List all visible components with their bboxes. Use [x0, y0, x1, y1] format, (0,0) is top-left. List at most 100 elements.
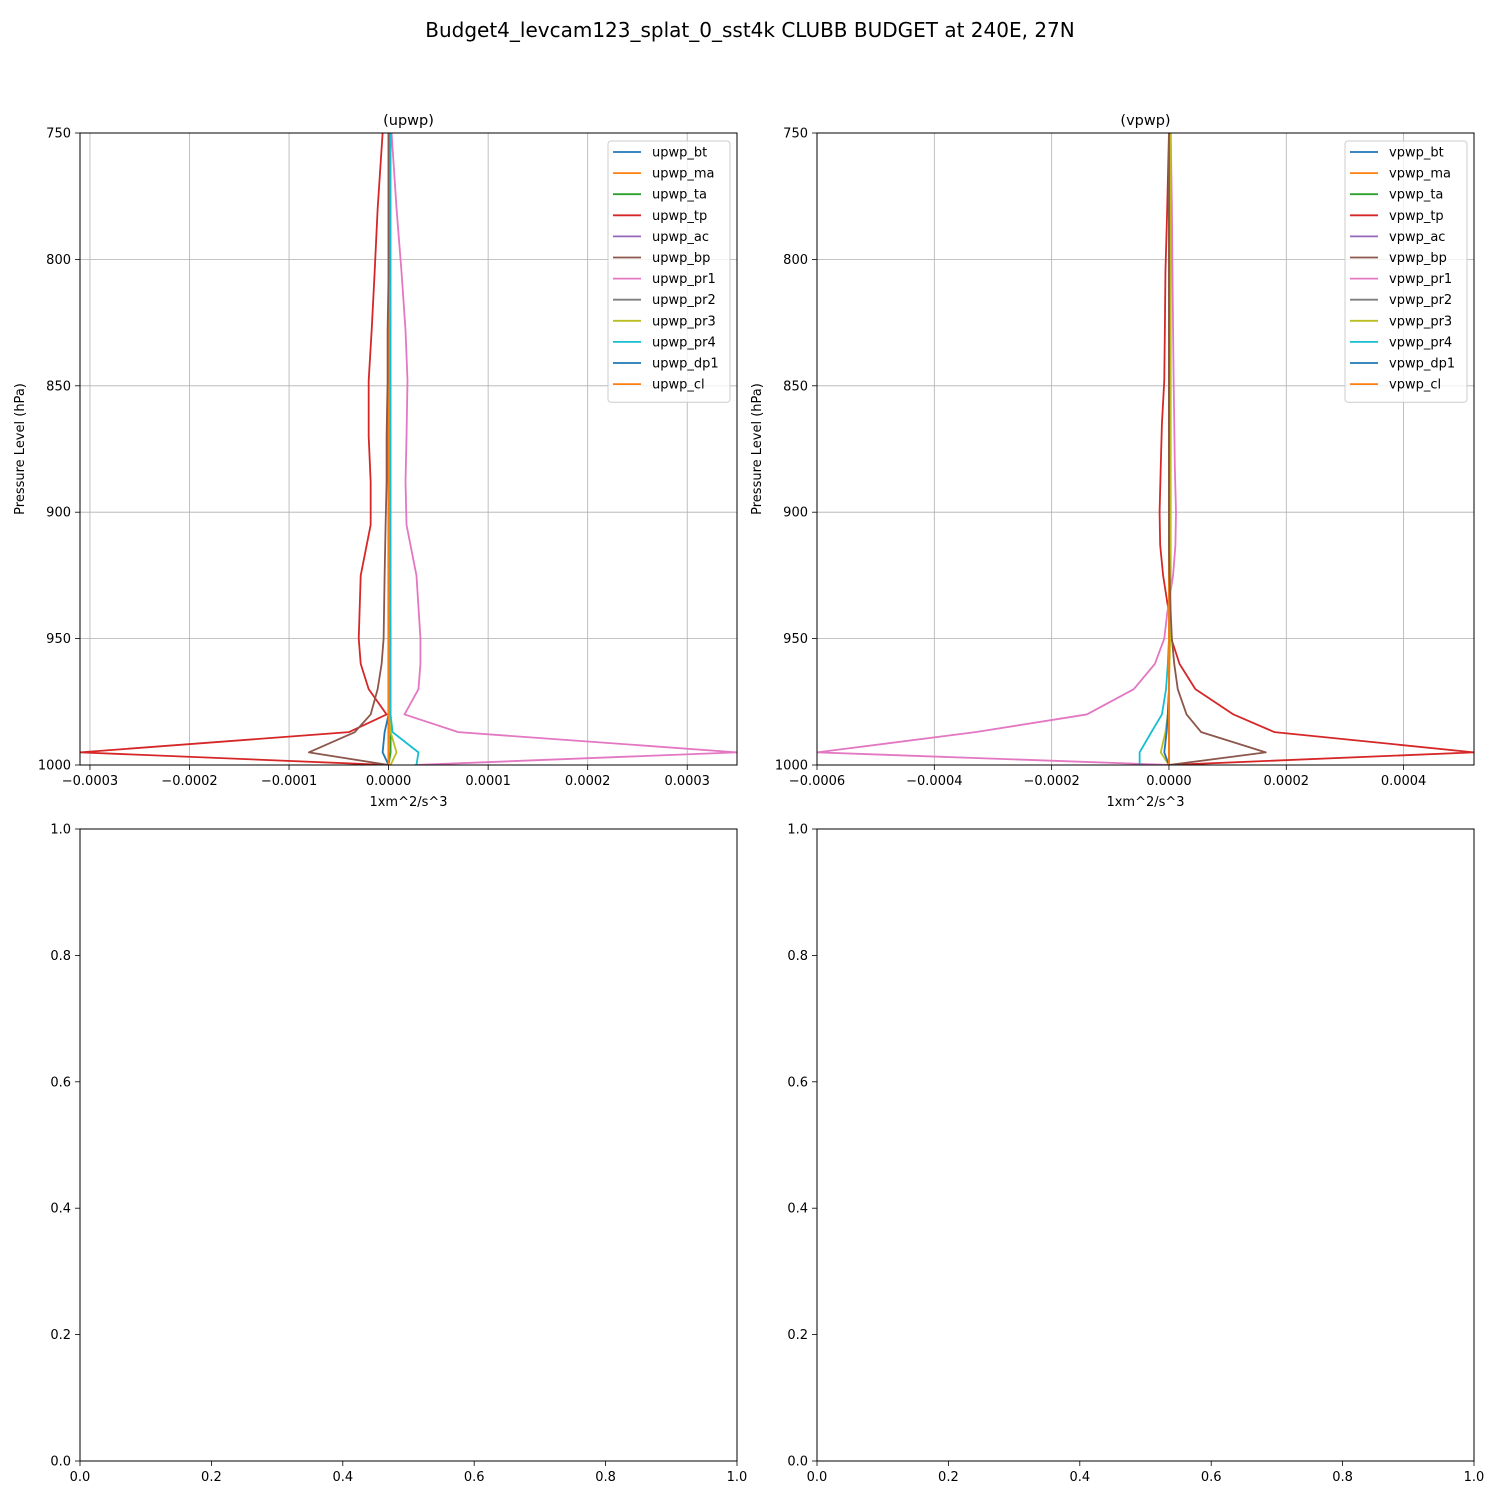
y-tick-label-5: 1000	[38, 759, 71, 774]
legend-label-upwp_cl: upwp_cl	[652, 378, 705, 393]
x-tick-label-3: 0.0000	[1146, 774, 1192, 789]
legend-label-upwp_ma: upwp_ma	[652, 167, 715, 182]
legend-label-vpwp_pr3: vpwp_pr3	[1389, 314, 1452, 329]
panel-title: (vpwp)	[1120, 113, 1170, 129]
y-tick-label-5: 1.0	[50, 823, 71, 838]
chart-panels: −0.0003 −0.0002 −0.0001 0.0000 0.0001 0.0002 0…	[13, 113, 1484, 1485]
x-tick-label-1: −0.0002	[161, 774, 217, 789]
y-tick-label-5: 1.0	[787, 823, 808, 838]
legend-label-vpwp_cl: vpwp_cl	[1389, 378, 1441, 393]
legend-label-vpwp_pr1: vpwp_pr1	[1389, 272, 1452, 287]
series-line-vpwp_tp	[1158, 133, 1474, 765]
chart-panel-4: 0.0 0.2 0.4 0.6 0.8 1.0 0.0 0.2 0.4 0.6 0.8 1.0	[787, 823, 1484, 1486]
legend-label-upwp_dp1: upwp_dp1	[652, 357, 719, 372]
x-tick-label-0: 0.0	[70, 1470, 91, 1485]
x-tick-label-1: −0.0004	[906, 774, 962, 789]
legend-box	[1344, 140, 1468, 403]
x-tick-label-5: 0.0004	[1381, 774, 1427, 789]
legend-label-vpwp_dp1: vpwp_dp1	[1389, 357, 1455, 372]
legend-label-vpwp_bp: vpwp_bp	[1389, 251, 1447, 266]
series-line-upwp_tp	[80, 133, 389, 765]
x-tick-label-4: 0.0001	[465, 774, 511, 789]
plot-lines	[817, 133, 1474, 765]
x-tick-label-4: 0.8	[1332, 1470, 1353, 1485]
x-tick-label-2: −0.0002	[1023, 774, 1079, 789]
x-tick-label-3: 0.6	[1201, 1470, 1222, 1485]
extra-line-0	[1168, 133, 1267, 765]
y-tick-label-4: 0.8	[50, 949, 71, 964]
legend-label-upwp_bp: upwp_bp	[652, 251, 710, 266]
y-tick-label-3: 900	[46, 506, 71, 521]
y-tick-label-5: 1000	[775, 759, 808, 774]
legend-label-upwp_pr3: upwp_pr3	[652, 314, 716, 329]
axes-frame	[79, 132, 738, 766]
panel-title: (upwp)	[383, 113, 434, 129]
x-tick-label-4: 0.8	[595, 1470, 616, 1485]
y-tick-label-0: 0.0	[50, 1455, 71, 1470]
y-tick-label-2: 850	[783, 379, 808, 394]
chart-panel-2: −0.0006 −0.0004 −0.0002 0.0000 0.0002 0.0004 7…	[750, 113, 1475, 810]
y-tick-label-1: 800	[46, 253, 71, 268]
legend-label-upwp_pr4: upwp_pr4	[652, 335, 716, 350]
y-tick-label-4: 950	[46, 632, 71, 647]
plot-lines	[80, 133, 737, 765]
y-tick-label-2: 0.4	[787, 1202, 808, 1217]
y-axis-label: Pressure Level (hPa)	[750, 383, 765, 515]
legend-label-vpwp_ac: vpwp_ac	[1389, 230, 1445, 245]
axes-frame	[816, 132, 1475, 766]
y-tick-label-0: 750	[783, 127, 808, 142]
y-tick-label-0: 750	[46, 127, 71, 142]
legend-label-upwp_ta: upwp_ta	[652, 188, 707, 203]
axes-frame	[79, 828, 738, 1462]
legend-label-vpwp_pr4: vpwp_pr4	[1389, 335, 1452, 350]
x-tick-label-0: −0.0003	[62, 774, 118, 789]
x-tick-label-3: 0.0000	[366, 774, 412, 789]
legend-label-vpwp_bt: vpwp_bt	[1389, 146, 1444, 161]
x-tick-label-5: 1.0	[727, 1470, 748, 1485]
legend-label-upwp_pr2: upwp_pr2	[652, 293, 716, 308]
y-tick-label-4: 950	[783, 632, 808, 647]
x-tick-label-5: 1.0	[1464, 1470, 1485, 1485]
y-tick-label-1: 0.2	[50, 1328, 71, 1343]
y-axis-label: Pressure Level (hPa)	[13, 383, 28, 515]
x-tick-label-2: 0.4	[1069, 1470, 1090, 1485]
y-tick-label-4: 0.8	[787, 949, 808, 964]
legend-label-vpwp_tp: vpwp_tp	[1389, 209, 1444, 224]
legend-label-upwp_bt: upwp_bt	[652, 146, 707, 161]
legend: vpwp_bt vpwp_ma vpwp_ta vpwp_tp vpwp_ac vpwp_…	[1344, 140, 1468, 403]
legend-label-vpwp_ta: vpwp_ta	[1389, 188, 1443, 203]
x-tick-label-6: 0.0003	[664, 774, 710, 789]
y-tick-label-2: 850	[46, 379, 71, 394]
legend: upwp_bt upwp_ma upwp_ta upwp_tp upwp_ac upwp_…	[607, 140, 731, 403]
series-line-upwp_pr1	[390, 133, 737, 765]
legend-label-vpwp_pr2: vpwp_pr2	[1389, 293, 1452, 308]
legend-label-upwp_tp: upwp_tp	[652, 209, 707, 224]
y-tick-label-0: 0.0	[787, 1455, 808, 1470]
y-tick-label-3: 0.6	[50, 1075, 71, 1090]
axes-frame	[816, 828, 1475, 1462]
series-line-upwp_pr4	[389, 133, 420, 765]
x-tick-label-4: 0.0002	[1264, 774, 1310, 789]
chart-panel-3: 0.0 0.2 0.4 0.6 0.8 1.0 0.0 0.2 0.4 0.6 0.8 1.0	[50, 823, 747, 1486]
legend-label-vpwp_ma: vpwp_ma	[1389, 167, 1451, 182]
x-tick-label-0: −0.0006	[789, 774, 845, 789]
x-tick-label-1: 0.2	[938, 1470, 959, 1485]
x-tick-label-1: 0.2	[201, 1470, 222, 1485]
y-tick-label-1: 0.2	[787, 1328, 808, 1343]
x-axis-label: 1xm^2/s^3	[369, 795, 447, 810]
series-line-vpwp_pr1	[817, 133, 1177, 765]
y-tick-label-3: 900	[783, 506, 808, 521]
chart-panel-1: −0.0003 −0.0002 −0.0001 0.0000 0.0001 0.0002 0…	[13, 113, 738, 810]
legend-label-upwp_pr1: upwp_pr1	[652, 272, 716, 287]
x-axis-label: 1xm^2/s^3	[1106, 795, 1184, 810]
y-tick-label-1: 800	[783, 253, 808, 268]
legend-box	[607, 140, 731, 403]
x-tick-label-2: −0.0001	[261, 774, 317, 789]
legend-label-upwp_ac: upwp_ac	[652, 230, 709, 245]
series-line-upwp_pr3	[388, 133, 398, 765]
y-tick-label-2: 0.4	[50, 1202, 71, 1217]
x-tick-label-2: 0.4	[332, 1470, 353, 1485]
x-tick-label-3: 0.6	[464, 1470, 485, 1485]
x-tick-label-5: 0.0002	[565, 774, 611, 789]
